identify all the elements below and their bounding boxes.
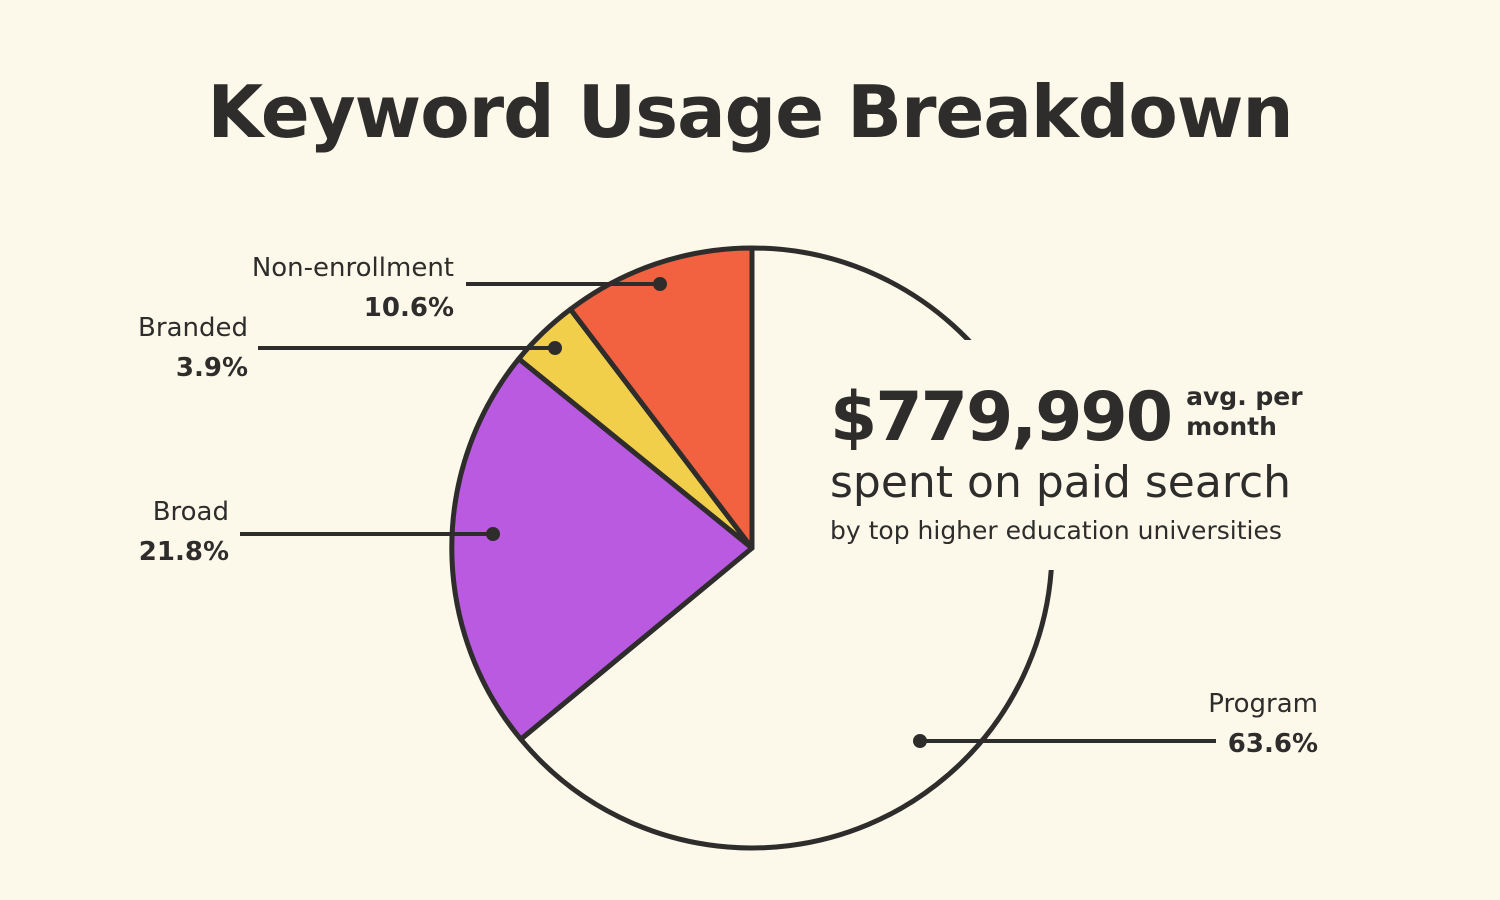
spend-amount: $779,990 xyxy=(830,378,1173,457)
slice-nonenrollment xyxy=(568,245,755,551)
label-branded: Branded 3.9% xyxy=(138,308,248,388)
spend-line1: spent on paid search xyxy=(830,457,1292,508)
label-name: Branded xyxy=(138,313,248,343)
spend-annotation: $779,990 avg. per month spent on paid se… xyxy=(830,378,1303,551)
period-line1: avg. per xyxy=(1186,382,1303,411)
label-pct: 3.9% xyxy=(175,353,248,383)
label-pct: 63.6% xyxy=(1227,729,1318,759)
label-pct: 21.8% xyxy=(138,537,229,567)
label-nonenrollment: Non-enrollment 10.6% xyxy=(252,248,454,328)
slice-program xyxy=(518,245,1055,851)
slice-broad xyxy=(449,356,755,742)
label-name: Program xyxy=(1208,689,1318,719)
chart-title: Keyword Usage Breakdown xyxy=(207,70,1293,154)
label-name: Broad xyxy=(152,497,229,527)
label-program: Program 63.6% xyxy=(1208,684,1318,764)
period-line2: month xyxy=(1186,412,1277,441)
spend-line2: by top higher education universities xyxy=(830,516,1282,545)
spend-period: avg. per month xyxy=(1186,382,1302,442)
label-broad: Broad 21.8% xyxy=(139,492,229,572)
label-name: Non-enrollment xyxy=(251,253,454,283)
label-pct: 10.6% xyxy=(363,293,454,323)
